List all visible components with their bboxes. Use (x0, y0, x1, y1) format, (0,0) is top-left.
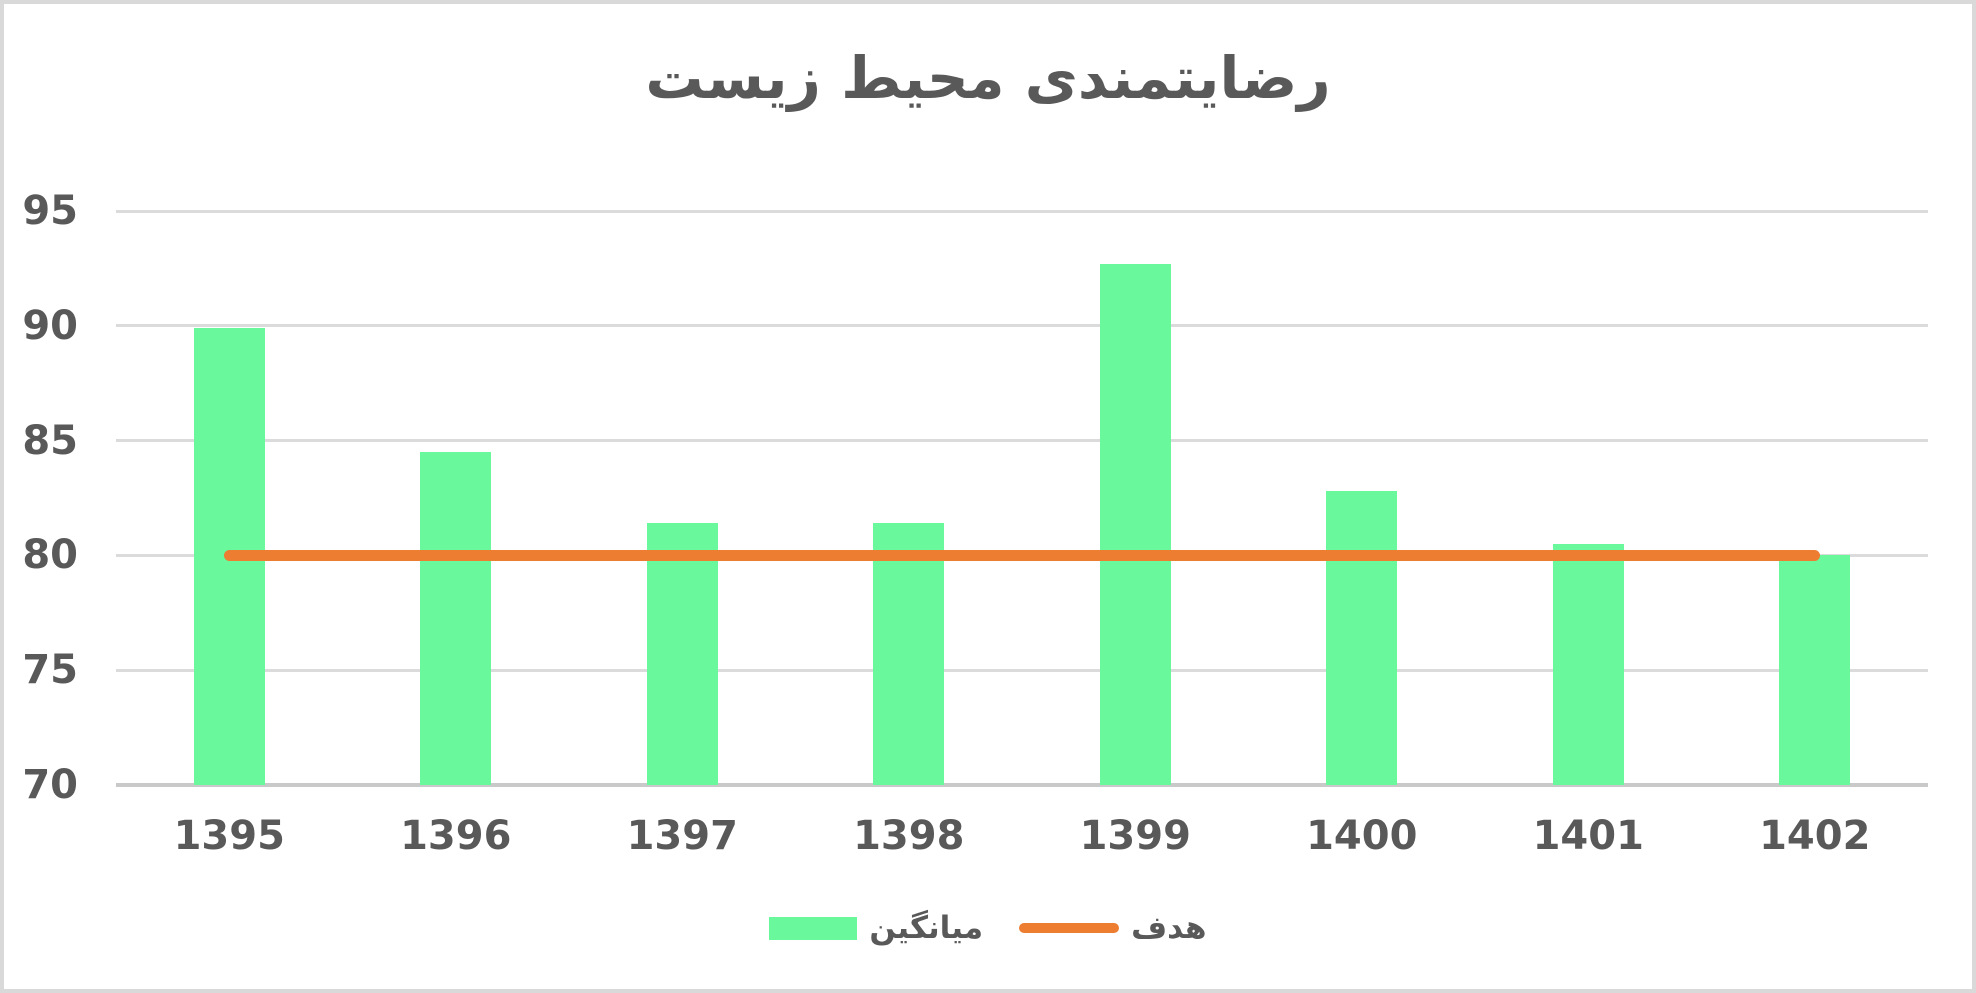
y-tick-label: 70 (22, 762, 78, 808)
gridline-95 (116, 209, 1928, 213)
legend-label: میانگین (869, 910, 984, 946)
x-tick-label: 1396 (400, 813, 512, 859)
y-tick-label: 75 (22, 647, 78, 694)
target-line (224, 549, 1820, 561)
x-tick-label: 1398 (853, 813, 965, 859)
x-tick-label: 1401 (1532, 813, 1644, 859)
gridline-85 (116, 439, 1928, 443)
bar-1400 (1326, 491, 1398, 785)
legend-label: هدف (1131, 910, 1207, 946)
gridline-90 (116, 324, 1928, 328)
x-tick-label: 1399 (1079, 813, 1191, 859)
gridline-75 (116, 668, 1928, 672)
y-tick-label: 95 (22, 188, 78, 234)
bar-1401 (1552, 543, 1624, 785)
bar-1402 (1779, 555, 1851, 785)
bar-1397 (646, 523, 718, 785)
x-axis-line (116, 783, 1928, 787)
y-tick-label: 85 (22, 417, 78, 464)
legend-item-average: میانگین (769, 908, 983, 948)
y-tick-label: 90 (22, 302, 78, 349)
chart-title: رضایتمندی محیط زیست (645, 44, 1331, 112)
bar-1396 (420, 452, 492, 785)
bar-1399 (1099, 263, 1171, 785)
x-tick-label: 1400 (1306, 813, 1418, 859)
y-tick-label: 80 (22, 532, 78, 579)
x-tick-label: 1402 (1759, 813, 1871, 859)
legend-line-swatch-icon (1019, 923, 1120, 933)
bar-1398 (873, 523, 945, 785)
legend-bar-swatch-icon (769, 916, 858, 940)
plot-area (116, 209, 1928, 787)
legend: میانگین هدف (4, 902, 1972, 954)
x-tick-label: 1395 (173, 813, 285, 859)
legend-item-target: هدف (1019, 908, 1207, 948)
x-tick-label: 1397 (626, 813, 738, 859)
